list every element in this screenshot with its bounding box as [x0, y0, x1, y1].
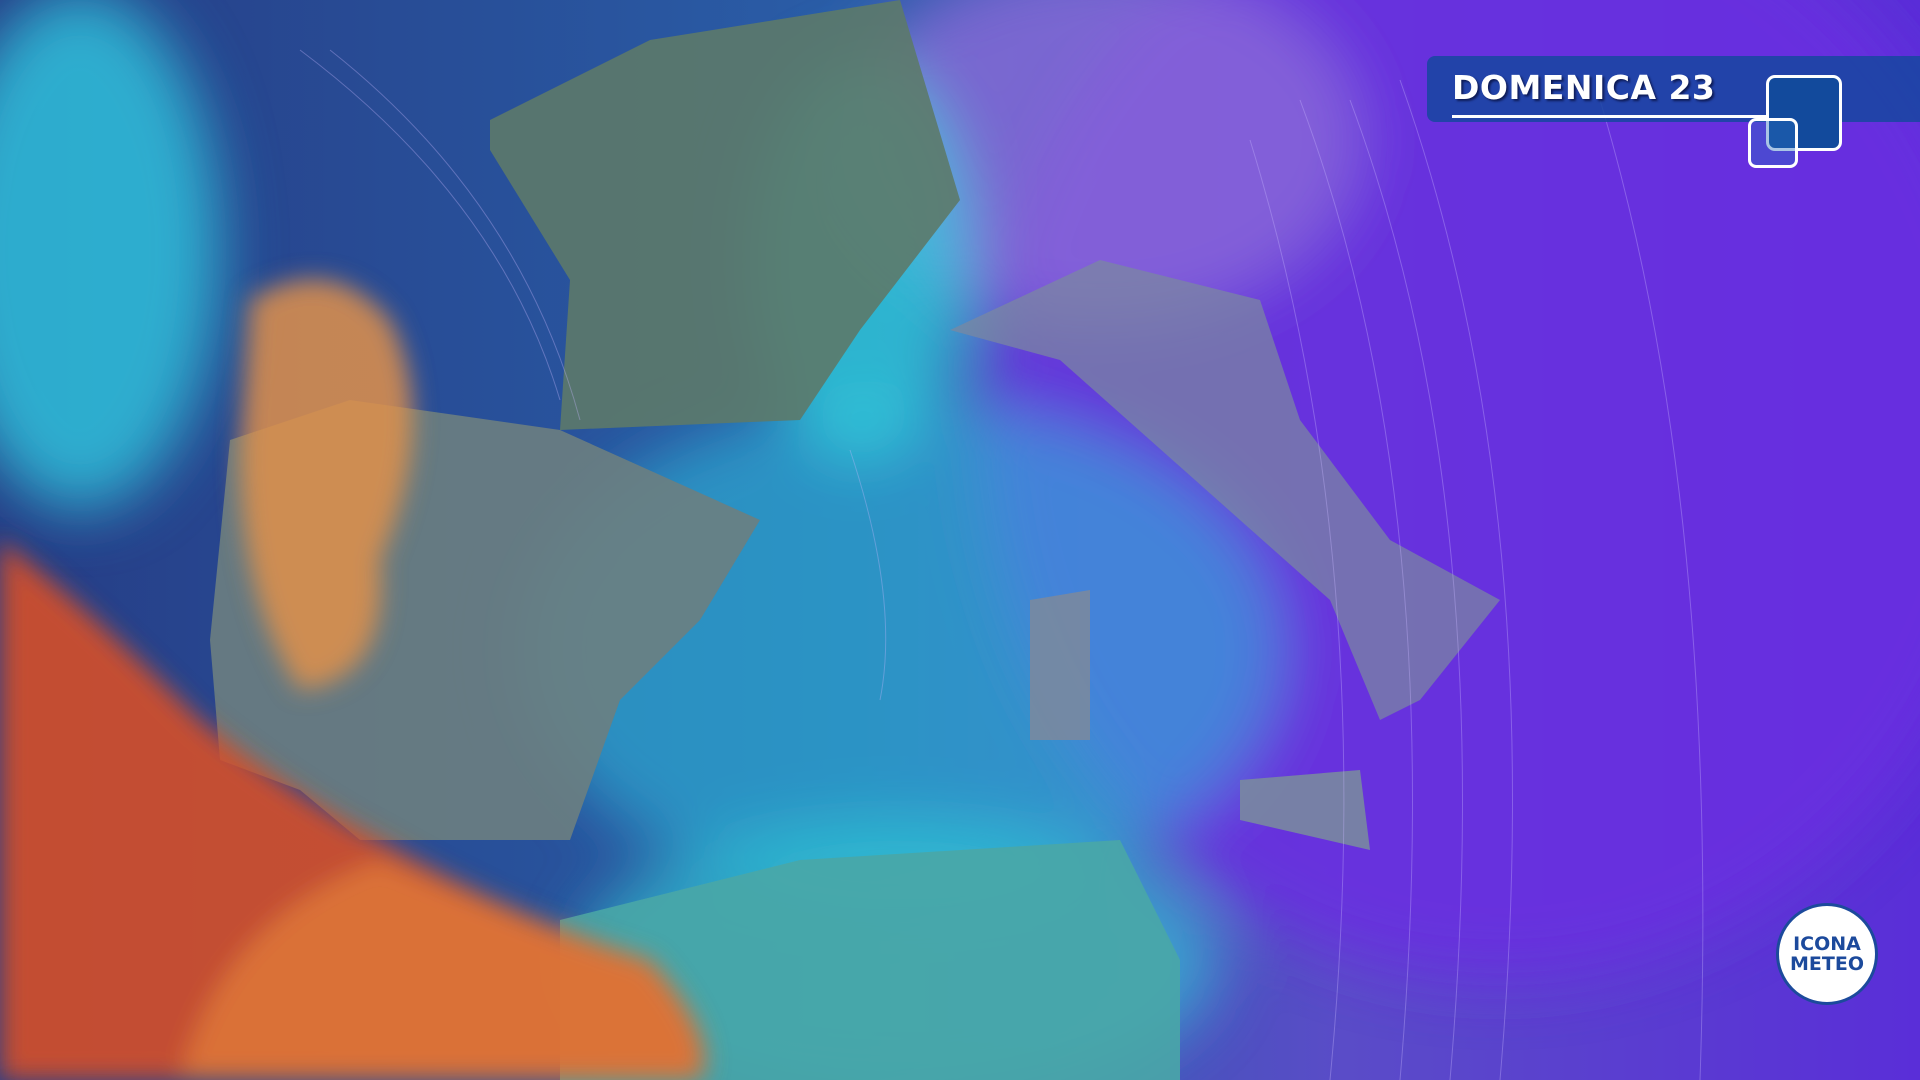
wind-streamlines [299, 49, 1704, 1080]
decorative-square-small [1748, 118, 1798, 168]
decorative-square-large [1766, 75, 1842, 151]
logo-line-1: ICONA [1793, 933, 1861, 955]
title-underline [1452, 115, 1772, 118]
temperature-anomaly [0, 279, 705, 1080]
logo-line-2: METEO [1790, 953, 1864, 975]
day-title: DOMENICA 23 [1452, 68, 1716, 107]
iconameteo-logo: ICONA METEO [1776, 903, 1878, 1005]
